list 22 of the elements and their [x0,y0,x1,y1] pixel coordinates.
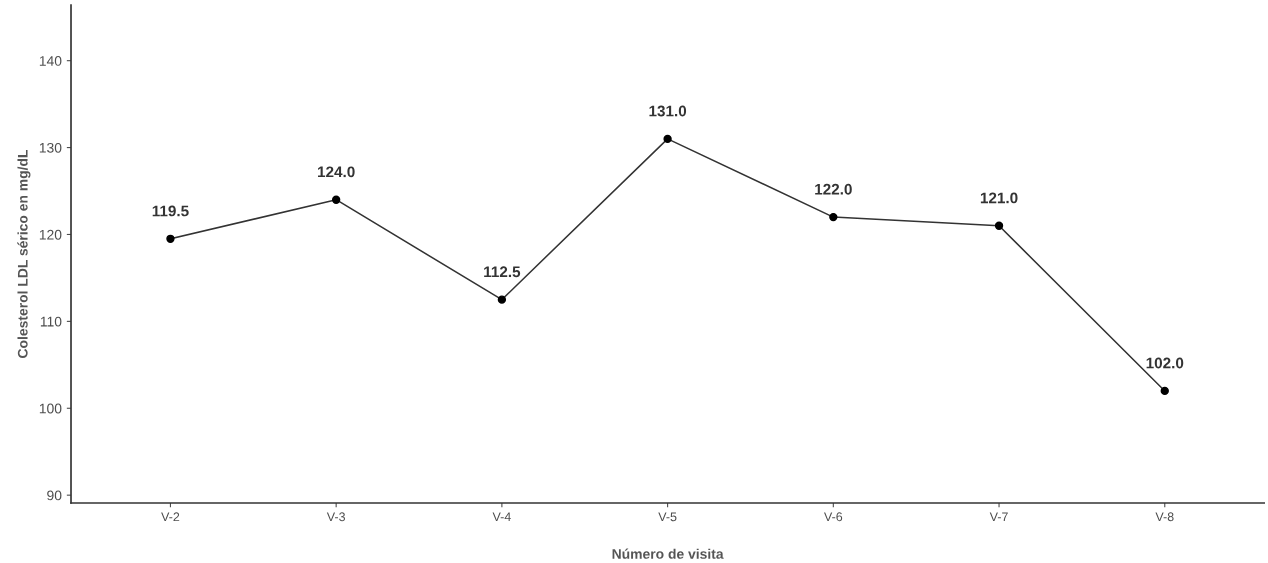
y-tick-label: 100 [39,403,62,414]
x-tick-label: V-8 [1155,512,1174,522]
x-axis-title: Número de visita [612,548,724,559]
text: 131.0 [649,105,687,117]
text: 124.0 [318,166,355,178]
text: 112.5 [484,266,521,278]
x-tick-label: V-7 [989,512,1008,522]
x-tick-label: V-4 [492,512,511,522]
text: 119.5 [152,205,189,217]
x-tick-label: V-6 [824,512,843,522]
text: 121.0 [980,192,1018,204]
text: 122.0 [815,183,852,195]
x-tick-label: V-3 [326,512,345,522]
y-tick-label: 130 [39,142,62,153]
x-tick-label: V-5 [658,512,677,522]
y-tick-label: 120 [39,229,62,240]
y-tick-label: 140 [39,56,62,66]
y-axis-title: Colesterol LDL sérico en mg/dL [17,150,31,358]
y-tick-label: 110 [40,316,62,327]
x-tick-label: V-2 [161,512,180,522]
y-tick-label: 90 [47,490,62,501]
text: 102.0 [1146,357,1184,369]
